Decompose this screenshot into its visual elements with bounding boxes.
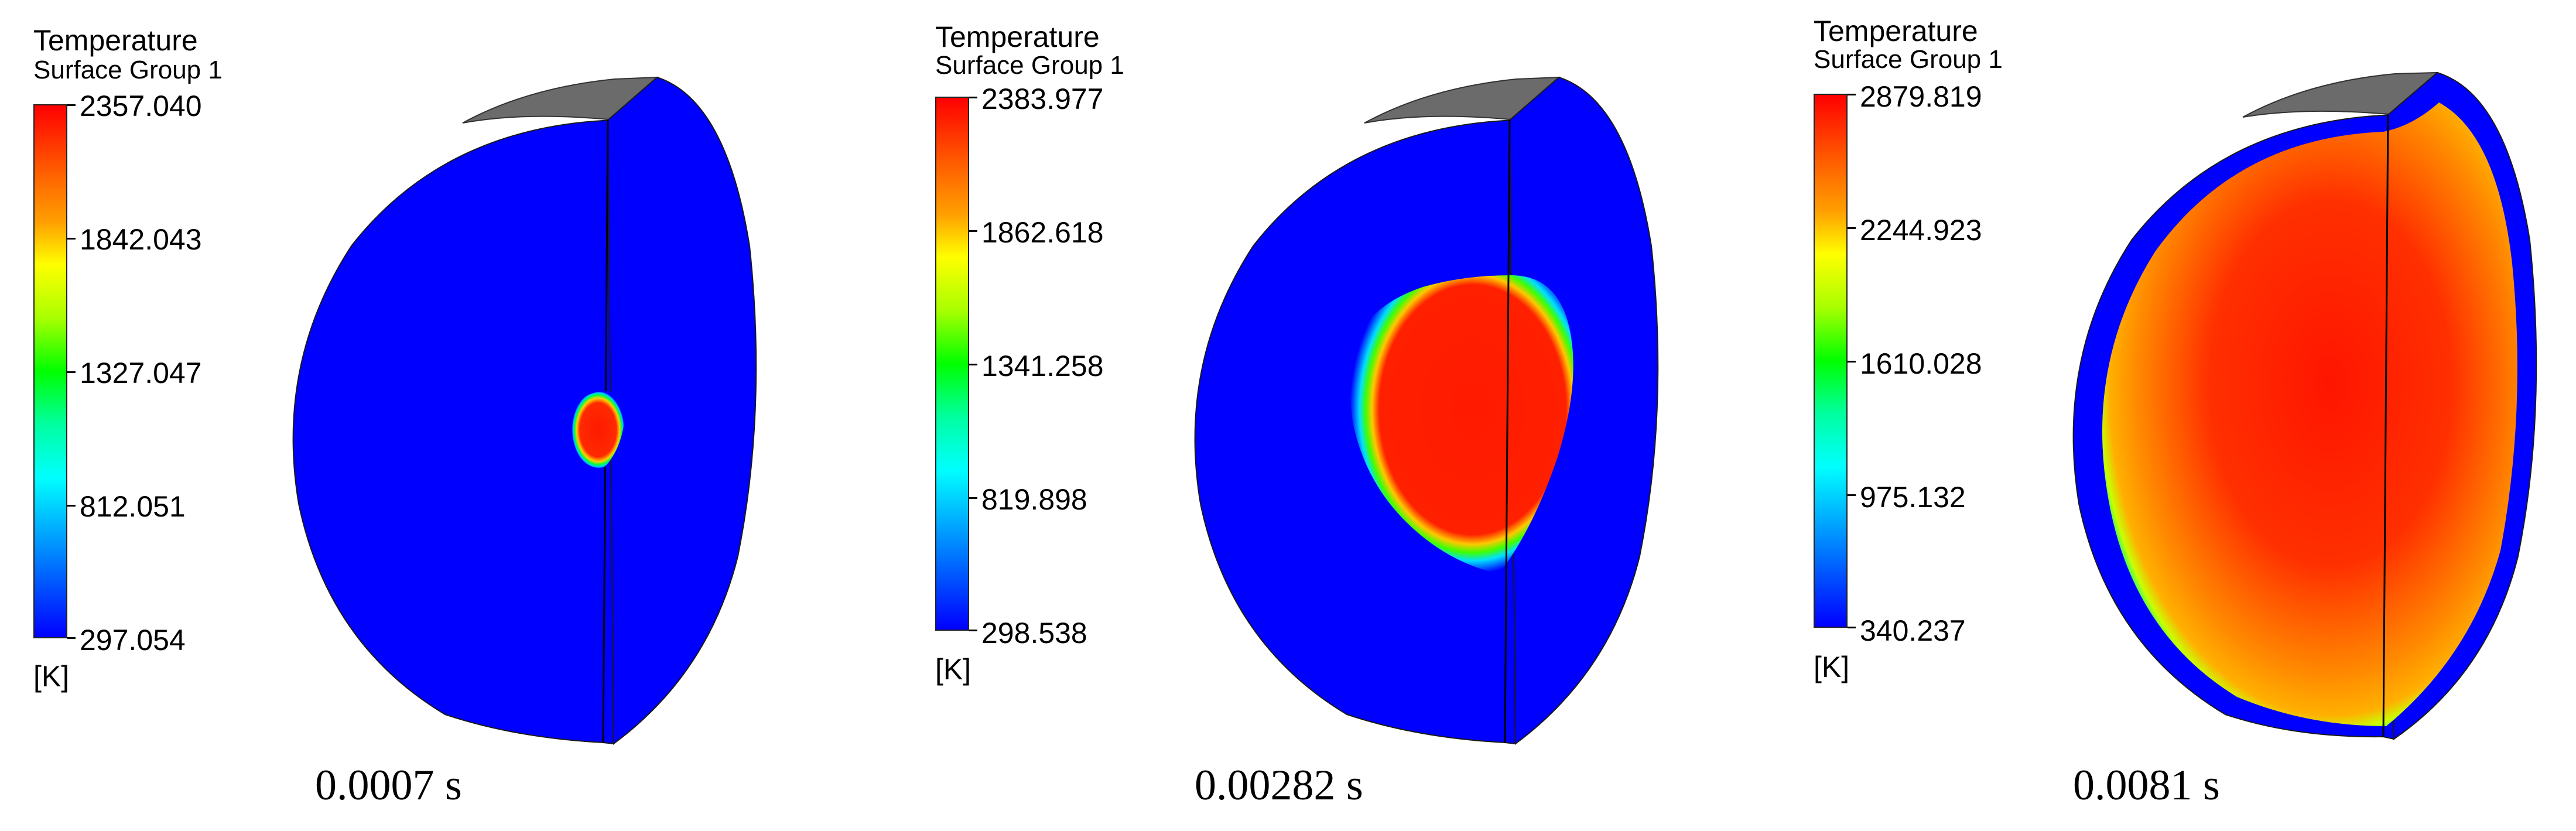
- time-caption: 0.0007 s: [315, 761, 462, 809]
- left-face: [292, 119, 615, 745]
- hot-spot: [572, 391, 625, 468]
- panel-2: Temperature Surface Group 1 2383.977 186…: [902, 0, 1760, 831]
- right-face: [607, 76, 757, 745]
- tick-mark: [1848, 627, 1856, 628]
- color-scale-bar: [33, 104, 67, 638]
- tick-label: 1862.618: [981, 216, 1104, 249]
- tick-mark: [969, 230, 977, 232]
- tick-mark: [1848, 227, 1856, 229]
- tick-mark: [1848, 94, 1856, 95]
- tick-label-max: 2357.040: [80, 90, 202, 122]
- panel-1: Temperature Surface Group 1 2357.040 184…: [0, 0, 858, 831]
- temperature-contour-plot: [1194, 76, 1659, 745]
- unit-label: [K]: [1814, 651, 1850, 683]
- legend-subtitle: Surface Group 1: [935, 51, 1124, 80]
- tick-label-min: 297.054: [80, 624, 186, 656]
- right-face: [1508, 76, 1659, 745]
- temperature-contour-plot: [292, 76, 757, 745]
- tick-mark: [67, 238, 76, 240]
- tick-mark: [1848, 494, 1856, 496]
- tick-label: 2244.923: [1860, 214, 1982, 247]
- tick-label: 1842.043: [80, 223, 202, 256]
- time-caption: 0.0081 s: [2073, 761, 2220, 809]
- tick-mark: [969, 630, 977, 631]
- tick-mark: [969, 364, 977, 365]
- tick-label: 975.132: [1860, 481, 1966, 514]
- color-scale-bar: [1814, 94, 1848, 628]
- tick-mark: [969, 497, 977, 499]
- tick-mark: [1848, 361, 1856, 363]
- tick-mark: [67, 637, 76, 639]
- color-scale-bar: [935, 97, 969, 631]
- tick-mark: [67, 371, 76, 373]
- legend-subtitle: Surface Group 1: [1814, 45, 2003, 74]
- hot-region: [2102, 102, 2517, 726]
- tick-label: 1327.047: [80, 357, 202, 389]
- hot-region: [1350, 275, 1573, 574]
- tick-label-min: 298.538: [981, 617, 1087, 649]
- tick-label-max: 2383.977: [981, 83, 1104, 115]
- unit-label: [K]: [935, 653, 971, 686]
- legend-subtitle: Surface Group 1: [33, 56, 223, 84]
- tick-label: 812.051: [80, 490, 186, 523]
- tick-label: 1341.258: [981, 350, 1104, 382]
- legend-title: Temperature: [1814, 15, 1978, 47]
- tick-label-min: 340.237: [1860, 614, 1966, 647]
- tick-mark: [969, 97, 977, 98]
- tick-label: 819.898: [981, 483, 1087, 516]
- tick-label-max: 2879.819: [1860, 80, 1982, 113]
- legend-title: Temperature: [935, 20, 1100, 53]
- legend-title: Temperature: [33, 24, 198, 57]
- tick-mark: [67, 104, 76, 106]
- temperature-contour-plot: [2072, 71, 2537, 740]
- tick-mark: [67, 505, 76, 507]
- tick-label: 1610.028: [1860, 347, 1982, 380]
- edge-line: [1504, 119, 1511, 743]
- unit-label: [K]: [33, 660, 70, 693]
- panel-3: Temperature Surface Group 1 2879.819 224…: [1780, 0, 2576, 831]
- edge-line: [2382, 114, 2389, 737]
- time-caption: 0.00282 s: [1195, 761, 1363, 809]
